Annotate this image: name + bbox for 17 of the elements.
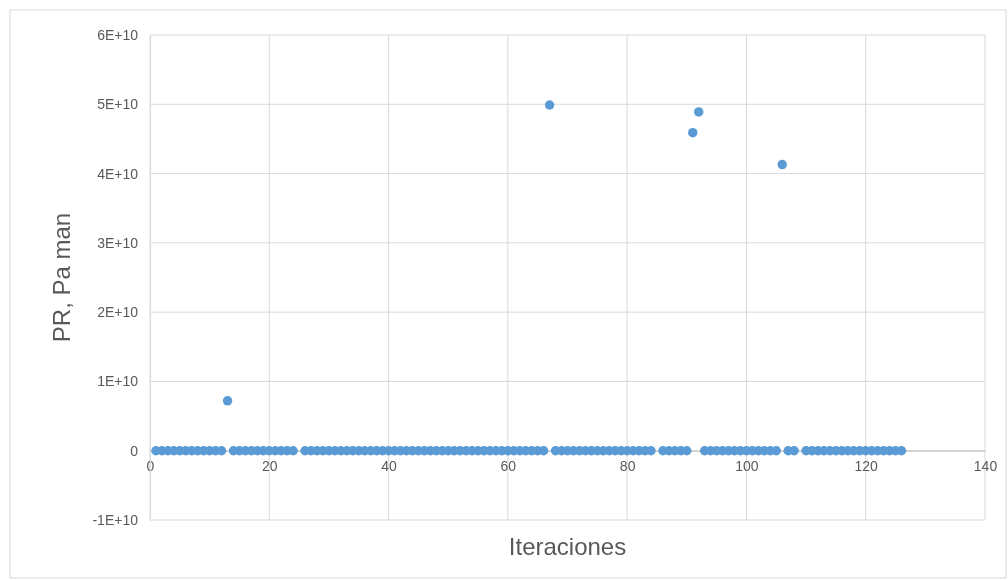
y-tick-label: 0	[130, 442, 139, 459]
x-tick-label: 40	[381, 457, 398, 474]
x-tick-label: 120	[854, 457, 879, 474]
x-tick-label: 80	[619, 457, 636, 474]
x-tick-label: 20	[262, 457, 278, 474]
x-tick-label: 100	[735, 457, 759, 474]
y-tick-label: 4E+10	[97, 165, 139, 182]
y-tick-label: 1E+10	[97, 373, 139, 390]
y-tick-label: -1E+10	[92, 511, 139, 528]
y-axis-title: PR, Pa man	[48, 212, 75, 343]
x-axis-title: Iteraciones	[508, 533, 627, 560]
y-tick-label: 3E+10	[97, 234, 139, 251]
x-tick-label: 140	[973, 457, 998, 474]
y-tick-label: 5E+10	[97, 96, 139, 113]
x-tick-label: 60	[500, 457, 517, 474]
y-tick-label: 6E+10	[97, 26, 139, 43]
y-tick-label: 2E+10	[97, 304, 139, 321]
